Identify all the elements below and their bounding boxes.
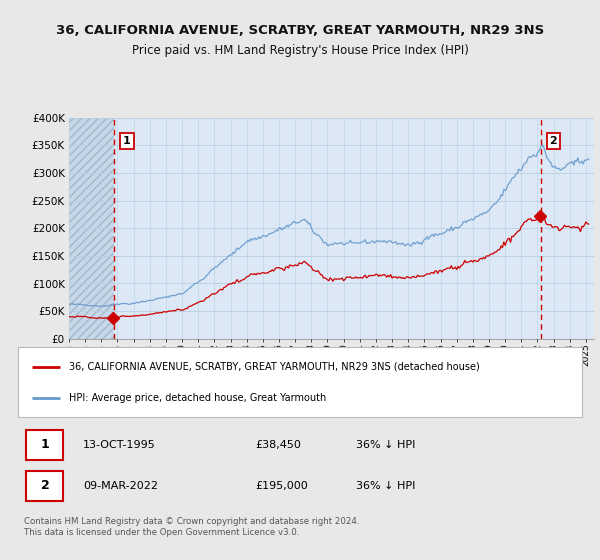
- Text: HPI: Average price, detached house, Great Yarmouth: HPI: Average price, detached house, Grea…: [69, 393, 326, 403]
- FancyBboxPatch shape: [26, 470, 63, 501]
- Text: 2: 2: [550, 136, 557, 146]
- Text: 1: 1: [41, 438, 49, 451]
- Text: £195,000: £195,000: [255, 480, 308, 491]
- FancyBboxPatch shape: [26, 430, 63, 460]
- Text: Price paid vs. HM Land Registry's House Price Index (HPI): Price paid vs. HM Land Registry's House …: [131, 44, 469, 57]
- Text: 36, CALIFORNIA AVENUE, SCRATBY, GREAT YARMOUTH, NR29 3NS (detached house): 36, CALIFORNIA AVENUE, SCRATBY, GREAT YA…: [69, 362, 479, 372]
- Text: 09-MAR-2022: 09-MAR-2022: [83, 480, 158, 491]
- Text: 36% ↓ HPI: 36% ↓ HPI: [356, 440, 416, 450]
- Text: £38,450: £38,450: [255, 440, 301, 450]
- Text: 2: 2: [41, 479, 49, 492]
- Text: 1: 1: [123, 136, 131, 146]
- Text: 36, CALIFORNIA AVENUE, SCRATBY, GREAT YARMOUTH, NR29 3NS: 36, CALIFORNIA AVENUE, SCRATBY, GREAT YA…: [56, 24, 544, 38]
- Text: Contains HM Land Registry data © Crown copyright and database right 2024.
This d: Contains HM Land Registry data © Crown c…: [23, 517, 359, 537]
- Bar: [69, 118, 114, 339]
- Text: 36% ↓ HPI: 36% ↓ HPI: [356, 480, 416, 491]
- Text: 13-OCT-1995: 13-OCT-1995: [83, 440, 155, 450]
